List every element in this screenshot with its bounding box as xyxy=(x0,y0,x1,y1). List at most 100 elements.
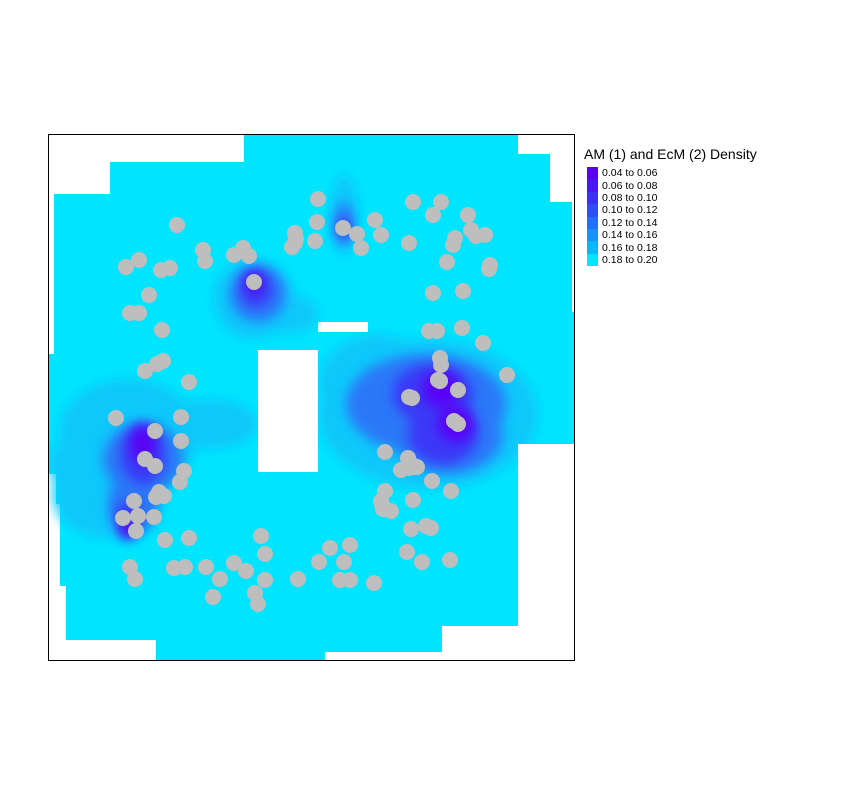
legend-label: 0.10 to 0.12 xyxy=(602,204,658,217)
point-marker xyxy=(366,575,382,591)
point-marker xyxy=(173,409,189,425)
point-marker xyxy=(246,274,262,290)
legend-row: 0.10 to 0.12 xyxy=(587,204,757,217)
point-marker xyxy=(253,528,269,544)
legend-label: 0.14 to 0.16 xyxy=(602,229,658,242)
point-marker xyxy=(287,235,303,251)
point-marker xyxy=(414,554,430,570)
point-marker xyxy=(336,554,352,570)
point-marker xyxy=(423,520,439,536)
map-gaps xyxy=(48,134,575,661)
point-marker xyxy=(309,214,325,230)
point-marker xyxy=(367,212,383,228)
point-marker xyxy=(482,257,498,273)
point-marker xyxy=(172,474,188,490)
point-marker xyxy=(241,248,257,264)
point-marker xyxy=(130,508,146,524)
point-marker xyxy=(177,559,193,575)
point-marker xyxy=(156,488,172,504)
point-marker xyxy=(432,373,448,389)
legend-label: 0.16 to 0.18 xyxy=(602,241,658,254)
legend: AM (1) and EcM (2) Density 0.04 to 0.06 0… xyxy=(584,146,757,267)
legend-row: 0.16 to 0.18 xyxy=(587,241,757,254)
point-marker xyxy=(424,473,440,489)
point-marker xyxy=(446,413,462,429)
point-marker xyxy=(169,217,185,233)
legend-title: AM (1) and EcM (2) Density xyxy=(584,146,757,162)
point-marker xyxy=(399,544,415,560)
point-marker xyxy=(157,532,173,548)
point-marker xyxy=(455,283,471,299)
legend-label: 0.18 to 0.20 xyxy=(602,253,658,266)
point-marker xyxy=(250,596,266,612)
point-marker xyxy=(433,194,449,210)
point-marker xyxy=(149,356,165,372)
point-marker xyxy=(311,554,327,570)
point-marker xyxy=(128,523,144,539)
point-marker xyxy=(442,552,458,568)
point-marker xyxy=(197,253,213,269)
legend-label: 0.08 to 0.10 xyxy=(602,191,658,204)
point-marker xyxy=(257,546,273,562)
point-marker xyxy=(475,335,491,351)
point-marker xyxy=(181,374,197,390)
point-marker xyxy=(450,382,466,398)
point-marker xyxy=(445,237,461,253)
point-marker xyxy=(349,226,365,242)
point-marker xyxy=(238,563,254,579)
point-marker xyxy=(205,589,221,605)
point-marker xyxy=(401,389,417,405)
point-marker xyxy=(162,260,178,276)
legend-swatch xyxy=(587,253,598,267)
point-marker xyxy=(126,493,142,509)
point-marker xyxy=(181,530,197,546)
point-marker xyxy=(374,497,390,513)
point-marker xyxy=(425,285,441,301)
point-marker xyxy=(118,259,134,275)
point-marker xyxy=(115,510,131,526)
legend-row: 0.04 to 0.06 xyxy=(587,167,757,180)
point-marker xyxy=(307,233,323,249)
point-marker xyxy=(198,559,214,575)
point-marker xyxy=(405,492,421,508)
point-marker xyxy=(122,559,138,575)
point-marker xyxy=(342,537,358,553)
point-marker xyxy=(439,254,455,270)
point-marker xyxy=(131,305,147,321)
point-marker xyxy=(141,287,157,303)
legend-swatch xyxy=(587,191,598,205)
point-marker xyxy=(377,444,393,460)
legend-swatch xyxy=(587,179,598,192)
point-marker xyxy=(409,459,425,475)
point-marker xyxy=(127,571,143,587)
point-marker xyxy=(226,555,242,571)
point-marker xyxy=(131,252,147,268)
legend-row: 0.14 to 0.16 xyxy=(587,228,757,242)
legend-swatch xyxy=(587,204,598,217)
point-marker xyxy=(146,509,162,525)
legend-classes: 0.04 to 0.06 0.06 to 0.08 0.08 to 0.10 0.10… xyxy=(584,167,757,267)
point-marker xyxy=(322,540,338,556)
point-marker xyxy=(257,572,273,588)
point-marker xyxy=(335,220,351,236)
point-marker xyxy=(425,207,441,223)
point-marker xyxy=(342,572,358,588)
point-marker xyxy=(108,410,124,426)
legend-swatch xyxy=(587,167,598,180)
point-marker xyxy=(405,194,421,210)
point-marker xyxy=(373,227,389,243)
point-marker xyxy=(147,458,163,474)
point-marker xyxy=(454,320,470,336)
point-marker xyxy=(353,240,369,256)
map-frame-border xyxy=(48,134,575,661)
point-marker xyxy=(310,191,326,207)
point-marker xyxy=(499,367,515,383)
point-marker xyxy=(154,322,170,338)
legend-label: 0.06 to 0.08 xyxy=(602,179,658,192)
point-marker xyxy=(212,571,228,587)
point-marker xyxy=(477,227,493,243)
legend-swatch xyxy=(587,241,598,254)
point-marker xyxy=(433,357,449,373)
legend-swatch xyxy=(587,228,598,242)
legend-row: 0.08 to 0.10 xyxy=(587,191,757,205)
